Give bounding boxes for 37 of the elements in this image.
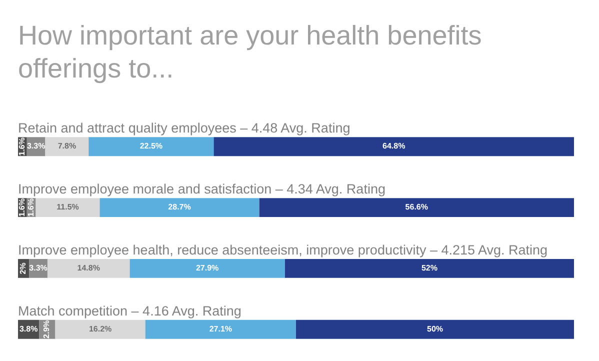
bar xyxy=(296,320,574,339)
bar xyxy=(145,320,296,339)
y-tick-label: Match competition – 4.16 Avg. Rating xyxy=(18,303,242,318)
data-label: 56.6% xyxy=(405,202,428,212)
data-label: 52% xyxy=(421,263,438,272)
bar xyxy=(259,198,574,217)
data-label: 28.7% xyxy=(168,202,191,212)
data-label: 3.8% xyxy=(19,324,38,334)
bar xyxy=(36,198,100,217)
data-label: 2.9% xyxy=(42,320,52,338)
bar xyxy=(284,259,574,278)
data-label: 16.2% xyxy=(88,324,112,334)
y-tick-label: Retain and attract quality employees – 4.48 Avg. Rating xyxy=(18,120,350,136)
bar xyxy=(214,137,574,156)
y-tick-label: Improve employee morale and satisfaction – 4.34 Avg. Rating xyxy=(18,182,386,197)
data-label: 3.3% xyxy=(26,142,46,151)
data-label: 7.8% xyxy=(58,142,76,151)
bar xyxy=(45,137,89,156)
bar xyxy=(100,198,260,217)
bar xyxy=(130,259,285,278)
data-label: 27.1% xyxy=(209,324,232,334)
data-label: 1.6% xyxy=(26,198,36,217)
y-tick-label: Improve employee health, reduce absenteeism, improve productivity – 4.215 Avg. Rating xyxy=(18,242,548,258)
data-label: 2% xyxy=(18,262,28,274)
data-label: 64.8% xyxy=(382,142,406,151)
data-label: 22.5% xyxy=(140,142,163,151)
bar xyxy=(55,320,146,339)
bar xyxy=(47,259,130,278)
data-label: 1.6% xyxy=(17,198,26,217)
data-label: 27.9% xyxy=(196,263,219,272)
data-label: 50% xyxy=(426,324,444,334)
data-label: 1.6% xyxy=(17,138,26,156)
data-label: 3.3% xyxy=(29,263,48,272)
bar xyxy=(88,137,214,156)
data-label: 11.5% xyxy=(56,202,79,212)
chart-title: How important are your health benefits offerings to... xyxy=(18,20,482,84)
data-label: 14.8% xyxy=(77,263,100,272)
